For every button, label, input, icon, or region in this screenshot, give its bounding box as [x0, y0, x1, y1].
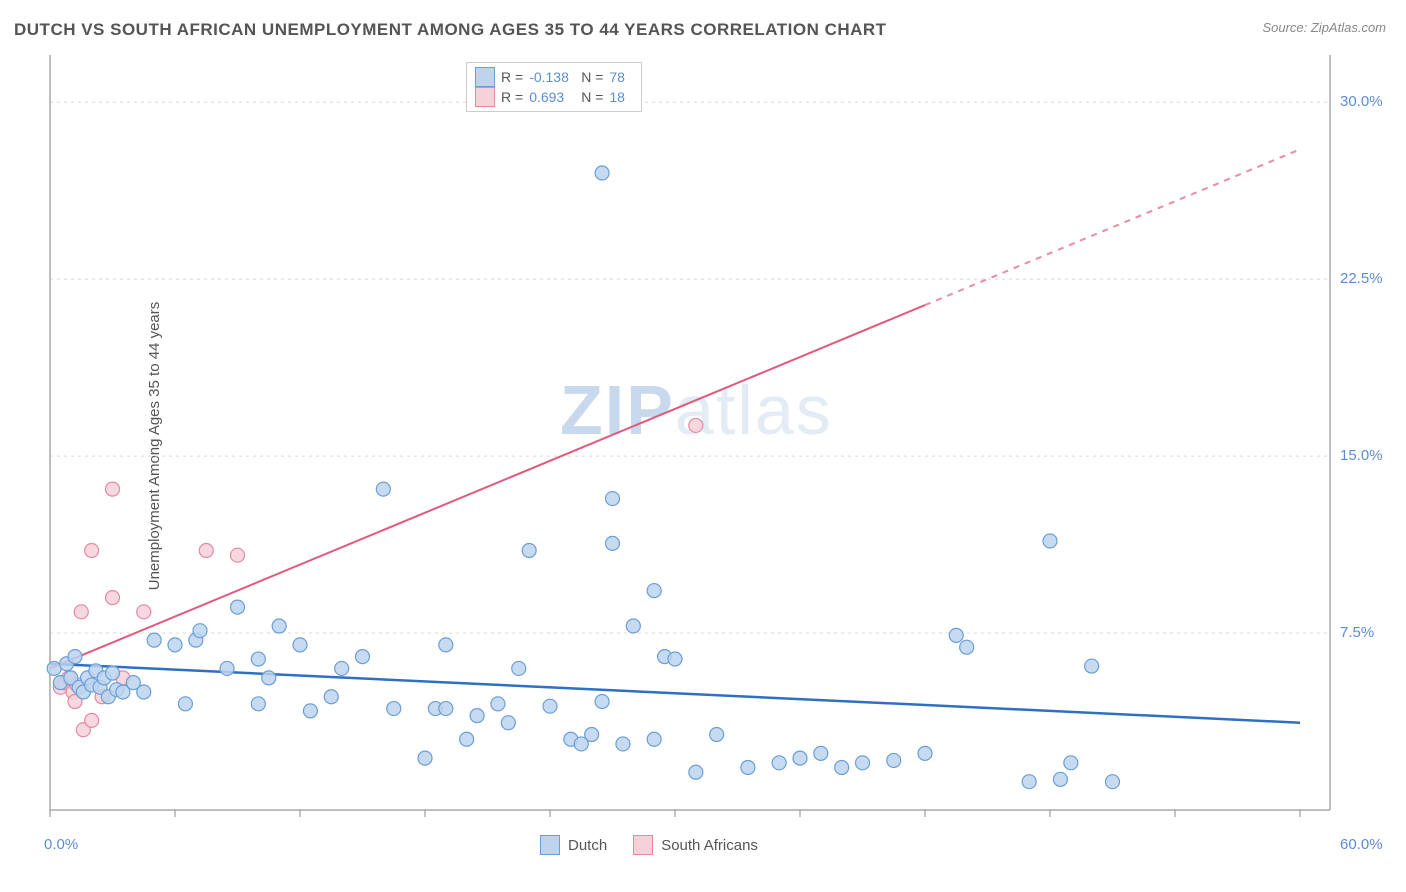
data-point: [741, 761, 755, 775]
data-point: [470, 709, 484, 723]
data-point: [491, 697, 505, 711]
data-point: [293, 638, 307, 652]
data-point: [1085, 659, 1099, 673]
data-point: [1043, 534, 1057, 548]
y-tick-label: 15.0%: [1340, 447, 1383, 464]
stats-row: R =-0.138N =78: [475, 67, 633, 87]
data-point: [418, 751, 432, 765]
bottom-legend: Dutch South Africans: [540, 835, 776, 855]
data-point: [439, 638, 453, 652]
data-point: [1064, 756, 1078, 770]
data-point: [887, 753, 901, 767]
legend-label: Dutch: [568, 837, 607, 854]
data-point: [439, 702, 453, 716]
data-point: [814, 746, 828, 760]
data-point: [543, 699, 557, 713]
data-point: [689, 418, 703, 432]
data-point: [251, 652, 265, 666]
data-point: [137, 685, 151, 699]
legend-swatch: [475, 67, 495, 87]
data-point: [1022, 775, 1036, 789]
data-point: [960, 640, 974, 654]
data-point: [193, 624, 207, 638]
stats-row: R =0.693N =18: [475, 87, 633, 107]
data-point: [595, 166, 609, 180]
y-tick-label: 7.5%: [1340, 624, 1374, 641]
data-point: [668, 652, 682, 666]
data-point: [793, 751, 807, 765]
data-point: [387, 702, 401, 716]
data-point: [85, 543, 99, 557]
legend-swatch: [540, 835, 560, 855]
y-tick-label: 30.0%: [1340, 93, 1383, 110]
data-point: [168, 638, 182, 652]
data-point: [585, 728, 599, 742]
data-point: [501, 716, 515, 730]
data-point: [220, 661, 234, 675]
data-point: [68, 650, 82, 664]
data-point: [106, 666, 120, 680]
data-point: [1106, 775, 1120, 789]
data-point: [647, 732, 661, 746]
data-point: [1053, 772, 1067, 786]
data-point: [178, 697, 192, 711]
data-point: [272, 619, 286, 633]
data-point: [522, 543, 536, 557]
data-point: [626, 619, 640, 633]
data-point: [595, 694, 609, 708]
chart-container: DUTCH VS SOUTH AFRICAN UNEMPLOYMENT AMON…: [0, 0, 1406, 892]
data-point: [303, 704, 317, 718]
data-point: [606, 536, 620, 550]
data-point: [74, 605, 88, 619]
data-point: [856, 756, 870, 770]
data-point: [835, 761, 849, 775]
data-point: [231, 600, 245, 614]
data-point: [47, 661, 61, 675]
x-max-label: 60.0%: [1340, 836, 1383, 853]
data-point: [251, 697, 265, 711]
data-point: [376, 482, 390, 496]
legend-swatch: [633, 835, 653, 855]
data-point: [949, 628, 963, 642]
data-point: [262, 671, 276, 685]
stats-box: R =-0.138N =78R =0.693N =18: [466, 62, 642, 112]
data-point: [147, 633, 161, 647]
data-point: [231, 548, 245, 562]
data-point: [199, 543, 213, 557]
data-point: [356, 650, 370, 664]
data-point: [460, 732, 474, 746]
data-point: [106, 591, 120, 605]
data-point: [85, 713, 99, 727]
data-point: [324, 690, 338, 704]
legend-label: South Africans: [661, 837, 758, 854]
data-point: [137, 605, 151, 619]
plot-svg: [0, 0, 1406, 892]
y-tick-label: 22.5%: [1340, 270, 1383, 287]
data-point: [335, 661, 349, 675]
data-point: [106, 482, 120, 496]
legend-swatch: [475, 87, 495, 107]
data-point: [772, 756, 786, 770]
data-point: [918, 746, 932, 760]
data-point: [710, 728, 724, 742]
data-point: [616, 737, 630, 751]
data-point: [606, 492, 620, 506]
data-point: [689, 765, 703, 779]
data-point: [512, 661, 526, 675]
x-min-label: 0.0%: [44, 836, 78, 853]
data-point: [647, 584, 661, 598]
